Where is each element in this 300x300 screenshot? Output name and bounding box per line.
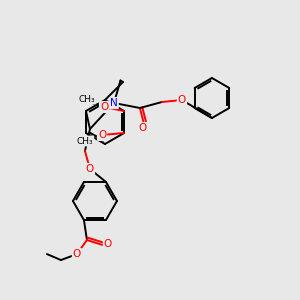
Text: O: O	[73, 249, 81, 259]
Text: O: O	[98, 130, 106, 140]
Text: O: O	[104, 239, 112, 249]
Text: O: O	[178, 95, 186, 105]
Text: N: N	[110, 98, 118, 108]
Text: CH₃: CH₃	[77, 136, 93, 146]
Text: CH₃: CH₃	[79, 94, 95, 103]
Text: O: O	[100, 102, 108, 112]
Text: O: O	[139, 123, 147, 133]
Text: O: O	[86, 164, 94, 174]
